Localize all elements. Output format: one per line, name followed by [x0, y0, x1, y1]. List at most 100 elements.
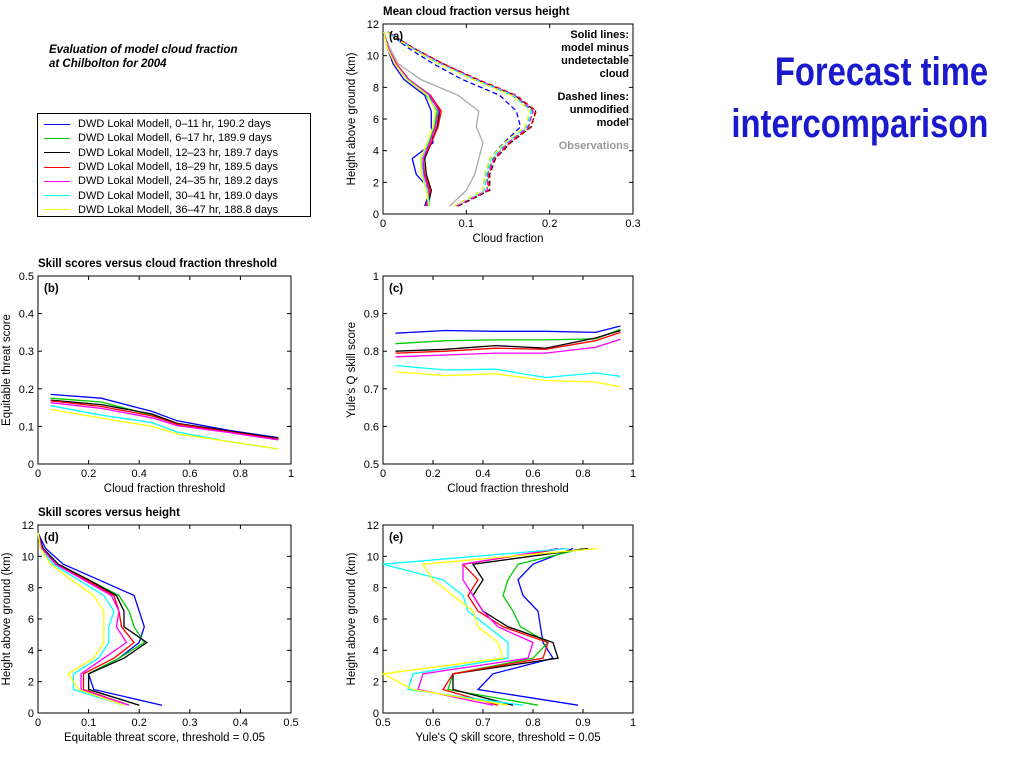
x-axis-label: Cloud fraction: [473, 233, 544, 245]
y-tick-label: 2: [373, 177, 379, 189]
heading-line-2: intercomparison: [731, 102, 988, 146]
legend-entry: DWD Lokal Modell, 0–11 hr, 190.2 days: [44, 117, 310, 131]
y-tick-label: 0.7: [364, 384, 379, 396]
x-tick-label: 0.9: [575, 717, 590, 729]
series-line-2: [395, 329, 621, 352]
x-tick-label: 0.8: [233, 468, 248, 480]
series-line-4: [37, 532, 130, 706]
x-tick-label: 0: [35, 717, 41, 729]
y-tick-label: 2: [373, 677, 379, 689]
heading-line-1: Forecast time: [774, 50, 988, 94]
series-line-4: [50, 402, 279, 441]
x-axis-label: Cloud fraction threshold: [104, 483, 225, 495]
panel-label: (b): [44, 283, 59, 295]
y-tick-label: 0.6: [364, 421, 379, 433]
y-tick-label: 10: [367, 551, 379, 563]
y-tick-label: 0.8: [364, 346, 379, 358]
legend-entry: DWD Lokal Modell, 12–23 hr, 189.7 days: [44, 146, 310, 160]
series-line-6: [380, 547, 599, 706]
series-dashed-line-4: [387, 31, 534, 207]
y-tick-label: 0: [373, 209, 379, 221]
series-line-0: [50, 393, 279, 439]
y-tick-label: 8: [373, 583, 379, 595]
x-tick-label: 0.2: [81, 468, 96, 480]
annotation-text: model: [597, 117, 629, 129]
x-tick-label: 1: [630, 468, 636, 480]
x-tick-label: 0.4: [475, 468, 490, 480]
plot-frame-d: [37, 524, 292, 714]
x-tick-label: 0.1: [459, 218, 474, 230]
panel-label: (c): [389, 283, 403, 295]
series-line-2: [37, 532, 148, 706]
y-tick-label: 10: [367, 51, 379, 63]
panel-label: (e): [389, 532, 403, 544]
legend-label: DWD Lokal Modell, 24–35 hr, 189.2 days: [78, 175, 278, 188]
x-tick-label: 0.5: [283, 717, 298, 729]
x-tick-label: 0.2: [542, 218, 557, 230]
legend-entry: DWD Lokal Modell, 36–47 hr, 188.8 days: [44, 203, 310, 217]
x-tick-label: 0.2: [425, 468, 440, 480]
legend-swatch: [44, 123, 70, 125]
x-axis-label: Yule's Q skill score, threshold = 0.05: [415, 732, 600, 744]
series-dashed-line-6: [386, 31, 531, 207]
legend-swatch: [44, 195, 70, 197]
series-solid-line-0: [383, 31, 434, 207]
legend-label: DWD Lokal Modell, 30–41 hr, 189.0 days: [78, 189, 278, 202]
y-tick-label: 4: [373, 146, 379, 158]
y-tick-label: 4: [28, 645, 34, 657]
annotation-text: cloud: [600, 68, 629, 80]
legend-label: DWD Lokal Modell, 0–11 hr, 190.2 days: [78, 118, 272, 131]
series-solid-line-6: [383, 31, 437, 207]
y-tick-label: 0.5: [364, 459, 379, 471]
legend-label: DWD Lokal Modell, 12–23 hr, 189.7 days: [78, 146, 278, 159]
y-tick-label: 0.9: [364, 309, 379, 321]
observations-line: [384, 34, 484, 207]
x-tick-label: 1: [288, 468, 294, 480]
series-line-3: [441, 547, 564, 706]
legend-entry: DWD Lokal Modell, 6–17 hr, 189.9 days: [44, 131, 310, 145]
series-line-3: [50, 400, 279, 440]
y-tick-label: 6: [28, 614, 34, 626]
y-tick-label: 0.3: [19, 346, 34, 358]
series-line-5: [395, 364, 621, 379]
legend-label: DWD Lokal Modell, 18–29 hr, 189.5 days: [78, 161, 278, 174]
y-axis-label: Height above ground (km): [346, 52, 358, 185]
series-line-4: [395, 338, 621, 358]
y-tick-label: 4: [373, 645, 379, 657]
chart-title: Skill scores versus cloud fraction thres…: [38, 258, 277, 270]
x-tick-label: 1: [630, 717, 636, 729]
annotation-text: model minus: [561, 42, 629, 54]
x-tick-label: 0: [35, 468, 41, 480]
y-tick-label: 0: [28, 459, 34, 471]
x-tick-label: 0: [380, 218, 386, 230]
series-line-0: [37, 532, 163, 706]
y-tick-label: 8: [28, 583, 34, 595]
x-tick-label: 0.5: [375, 717, 390, 729]
y-tick-label: 12: [367, 19, 379, 31]
series-dashed-line-0: [386, 31, 522, 207]
x-tick-label: 0: [380, 468, 386, 480]
x-tick-label: 0.1: [81, 717, 96, 729]
legend-swatch: [44, 209, 70, 211]
chart-title: Mean cloud fraction versus height: [383, 6, 570, 18]
x-tick-label: 0.6: [525, 468, 540, 480]
y-tick-label: 8: [373, 82, 379, 94]
series-line-2: [50, 399, 279, 440]
y-tick-label: 6: [373, 614, 379, 626]
series-line-6: [37, 532, 125, 706]
series-line-6: [395, 371, 621, 388]
annotation-text: Solid lines:: [570, 29, 629, 41]
x-tick-label: 0.7: [475, 717, 490, 729]
y-axis-label: Height above ground (km): [346, 552, 358, 685]
y-tick-label: 0: [373, 708, 379, 720]
legend-swatch: [44, 166, 70, 168]
y-tick-label: 2: [28, 677, 34, 689]
annotation-text: undetectable: [561, 55, 629, 67]
series-line-6: [50, 408, 279, 450]
y-tick-label: 1: [373, 271, 379, 283]
annotation-text: Observations: [559, 140, 629, 152]
y-tick-label: 12: [367, 520, 379, 532]
legend-entry: DWD Lokal Modell, 18–29 hr, 189.5 days: [44, 160, 310, 174]
chart-title: Skill scores versus height: [38, 507, 180, 519]
subtitle-line-1: Evaluation of model cloud fraction: [49, 44, 238, 56]
